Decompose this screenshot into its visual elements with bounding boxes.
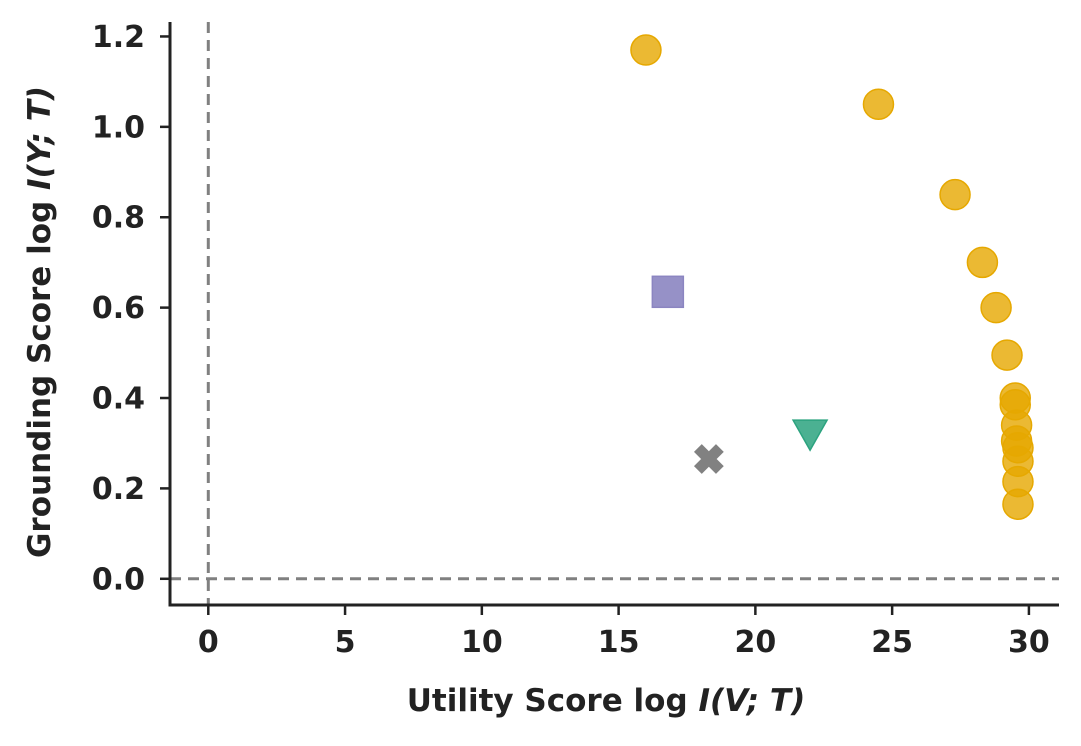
y-tick-label: 1.2	[92, 20, 145, 55]
axes	[160, 22, 1059, 615]
triangle-down-point	[791, 419, 829, 452]
x-tick-label: 10	[461, 625, 503, 660]
reference-lines	[170, 22, 1059, 605]
x-tick-label: 5	[335, 625, 356, 660]
y-axis-label: Grounding Score log I(Y; T)	[22, 86, 58, 558]
x-tick-label: 20	[734, 625, 776, 660]
y-tick-label: 0.6	[92, 291, 145, 326]
circle-point	[939, 178, 971, 211]
y-tick-label: 1.0	[92, 110, 145, 145]
y-tick-label: 0.8	[92, 201, 145, 236]
x-tick-label: 25	[871, 625, 913, 660]
circle-point	[991, 339, 1023, 371]
x-tick-label: 15	[598, 625, 640, 660]
y-tick-label: 0.0	[92, 562, 145, 597]
circle-point	[980, 291, 1012, 324]
circle-point	[862, 88, 895, 121]
y-tick-label: 0.4	[92, 382, 145, 417]
circle-point	[630, 34, 662, 66]
data-points	[630, 34, 1034, 520]
circle-point	[1002, 488, 1034, 520]
x-tick-label: 30	[1008, 625, 1050, 660]
circle-point	[966, 246, 999, 279]
y-tick-label: 0.2	[92, 472, 145, 507]
tick-labels: 0 5 10 15 20 25 30 0.0 0.2 0.4 0.6 0.8 1.0 1.2	[92, 20, 1050, 660]
square-point	[651, 275, 685, 309]
x-axis-label: Utility Score log I(V; T)	[407, 683, 806, 719]
x-tick-label: 0	[198, 625, 219, 660]
x-point	[693, 444, 724, 474]
